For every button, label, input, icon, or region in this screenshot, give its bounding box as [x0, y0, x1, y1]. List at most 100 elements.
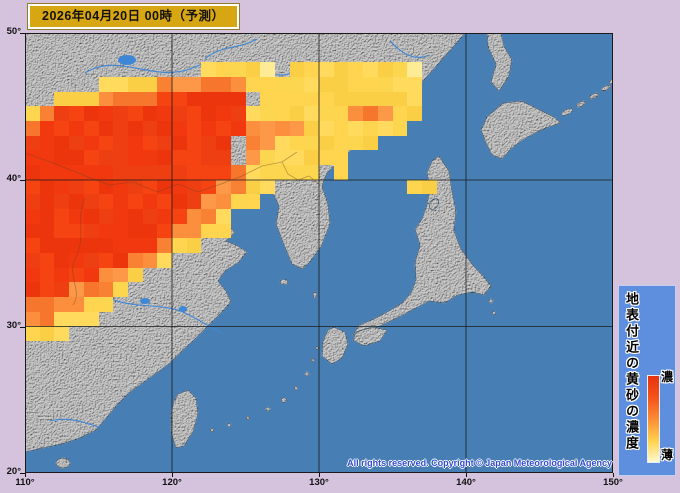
dust-cell — [275, 92, 290, 106]
lat-tick — [20, 473, 26, 474]
legend-high-label: 濃 — [661, 370, 674, 384]
dust-cell — [246, 180, 260, 194]
dust-cell — [113, 238, 128, 253]
lon-tick — [25, 473, 26, 477]
dust-cell — [128, 180, 143, 194]
dust-cell — [275, 136, 290, 150]
lat-label-20: 20° — [6, 466, 21, 477]
dust-cell — [99, 92, 113, 106]
dust-cell — [201, 224, 216, 238]
dust-cell — [407, 77, 422, 92]
dust-cell — [128, 121, 143, 136]
dust-cell — [25, 165, 40, 180]
dust-cell — [54, 106, 69, 121]
dust-cell — [25, 180, 40, 194]
dust-concentration-layer — [25, 33, 613, 473]
dust-cell — [54, 92, 69, 106]
dust-cell — [128, 209, 143, 224]
dust-cell — [113, 268, 128, 282]
dust-cell — [113, 194, 128, 209]
dust-cell — [216, 180, 231, 194]
dust-cell — [246, 121, 260, 136]
dust-cell — [69, 180, 84, 194]
dust-cell — [54, 312, 69, 326]
dust-cell — [25, 106, 40, 121]
dust-cell — [201, 92, 216, 106]
dust-cell — [25, 282, 40, 297]
dust-cell — [143, 150, 157, 165]
lat-label-50: 50° — [6, 26, 21, 37]
dust-cell — [275, 150, 290, 165]
dust-cell — [69, 268, 84, 282]
dust-cell — [143, 77, 157, 92]
dust-cell — [84, 150, 99, 165]
lon-tick — [319, 473, 320, 477]
dust-cell — [201, 180, 216, 194]
dust-cell — [99, 282, 113, 297]
dust-cell — [334, 150, 348, 165]
dust-cell — [40, 253, 54, 268]
forecast-datetime-label: 2026年04月20日 00時（予測） — [42, 9, 225, 23]
forecast-map — [25, 33, 613, 473]
dust-cell — [157, 194, 172, 209]
dust-cell — [143, 136, 157, 150]
dust-cell — [113, 282, 128, 297]
dust-cell — [216, 209, 231, 224]
dust-cell — [25, 224, 40, 238]
dust-cell — [40, 312, 54, 326]
dust-cell — [201, 136, 216, 150]
land-hainan — [55, 457, 71, 469]
lat-tick — [20, 180, 26, 181]
dust-cell — [128, 92, 143, 106]
dust-cell — [363, 106, 378, 121]
dust-cell — [157, 106, 172, 121]
dust-cell — [25, 253, 40, 268]
dust-cell — [201, 106, 216, 121]
dust-cell — [334, 62, 348, 77]
dust-cell — [172, 194, 187, 209]
dust-cell — [143, 106, 157, 121]
dust-cell — [69, 224, 84, 238]
dust-cell — [201, 121, 216, 136]
dust-cell — [25, 238, 40, 253]
dust-cell — [275, 165, 290, 180]
legend-gradient-bar — [647, 375, 660, 463]
dust-cell — [216, 136, 231, 150]
land-hokkaido — [480, 100, 562, 160]
dust-cell — [393, 77, 407, 92]
dust-cell — [40, 136, 54, 150]
dust-cell — [260, 121, 275, 136]
dust-cell — [128, 165, 143, 180]
dust-cell — [69, 165, 84, 180]
copyright-notice: All rights reserved. Copyright © Japan M… — [347, 458, 612, 468]
dust-cell — [143, 224, 157, 238]
dust-cell — [69, 92, 84, 106]
dust-cell — [378, 106, 393, 121]
dust-cell — [260, 180, 275, 194]
dust-cell — [319, 136, 334, 150]
dust-cell — [275, 106, 290, 121]
dust-cell — [363, 62, 378, 77]
dust-cell — [99, 209, 113, 224]
dust-cell — [334, 165, 348, 180]
dust-cell — [69, 194, 84, 209]
dust-cell — [40, 326, 54, 341]
dust-cell — [201, 150, 216, 165]
dust-cell — [25, 312, 40, 326]
dust-cell — [113, 92, 128, 106]
dust-cell — [54, 180, 69, 194]
dust-cell — [40, 106, 54, 121]
land-tsushima — [313, 291, 317, 299]
forecast-datetime-box: 2026年04月20日 00時（予測） — [28, 4, 239, 29]
dust-cell — [187, 194, 201, 209]
dust-cell — [231, 194, 246, 209]
concentration-legend: 地表付近の黄砂の濃度 濃 薄 — [618, 285, 676, 476]
dust-cell — [260, 106, 275, 121]
dust-cell — [319, 150, 334, 165]
dust-cell — [172, 238, 187, 253]
dust-cell — [69, 209, 84, 224]
dust-cell — [275, 121, 290, 136]
dust-cell — [187, 180, 201, 194]
dust-cell — [84, 238, 99, 253]
lon-label-120: 120° — [162, 477, 182, 488]
